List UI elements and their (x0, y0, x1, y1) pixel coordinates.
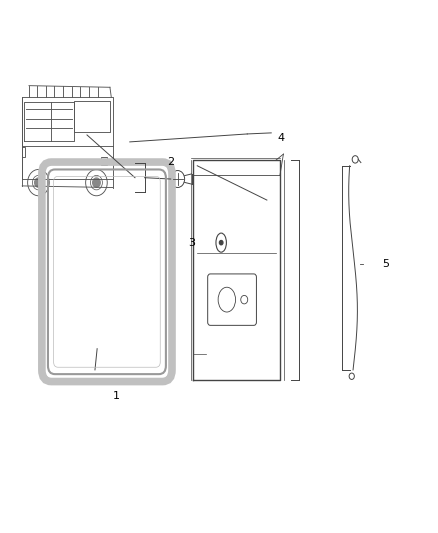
Text: 1: 1 (113, 391, 120, 401)
Text: 2: 2 (168, 157, 175, 166)
Text: 4: 4 (278, 133, 285, 143)
Circle shape (93, 178, 100, 187)
Circle shape (219, 240, 223, 245)
Text: 3: 3 (188, 238, 195, 248)
Circle shape (35, 178, 42, 187)
Bar (101, 157, 106, 165)
Text: 5: 5 (382, 259, 389, 269)
Bar (22, 147, 25, 157)
